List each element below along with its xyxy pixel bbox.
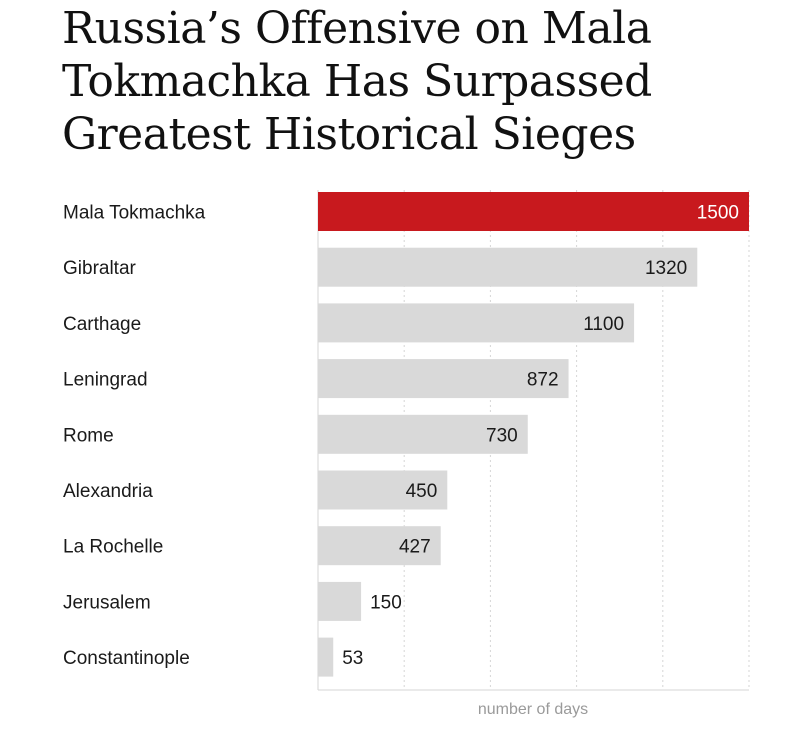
bar-leningrad — [318, 359, 569, 399]
value-label: 872 — [527, 370, 559, 391]
bar-rome — [318, 414, 528, 454]
category-label: Constantinople — [63, 648, 190, 669]
category-label: Jerusalem — [63, 592, 151, 613]
category-label: Gibraltar — [63, 258, 137, 279]
category-label: La Rochelle — [63, 537, 163, 558]
value-label: 150 — [370, 592, 402, 613]
category-label: Alexandria — [63, 481, 153, 502]
value-label: 730 — [486, 425, 518, 446]
value-label: 450 — [406, 481, 438, 502]
bars — [318, 192, 749, 677]
labels: Mala Tokmachka 1500 Gibraltar 1320 Carthage 1… — [63, 203, 739, 670]
bar-alexandria — [318, 470, 448, 510]
value-label: 1100 — [583, 314, 624, 335]
value-label: 1320 — [645, 258, 687, 279]
category-label: Leningrad — [63, 370, 148, 391]
category-label: Carthage — [63, 314, 141, 335]
x-axis-label: number of days — [478, 701, 588, 718]
bar-jerusalem — [318, 581, 362, 621]
bar-constantinople — [318, 637, 334, 677]
category-label: Rome — [63, 425, 114, 446]
chart-title: Russia’s Offensive on Mala Tokmachka Has… — [62, 3, 652, 160]
bar-carthage — [318, 303, 635, 343]
value-label: 427 — [399, 537, 431, 558]
category-label: Mala Tokmachka — [63, 203, 206, 224]
bar-gibraltar — [318, 247, 698, 287]
value-label: 53 — [342, 648, 363, 669]
bar-mala-tokmachka — [318, 192, 749, 231]
value-label: 1500 — [697, 203, 739, 224]
bar-la-rochelle — [318, 526, 441, 566]
